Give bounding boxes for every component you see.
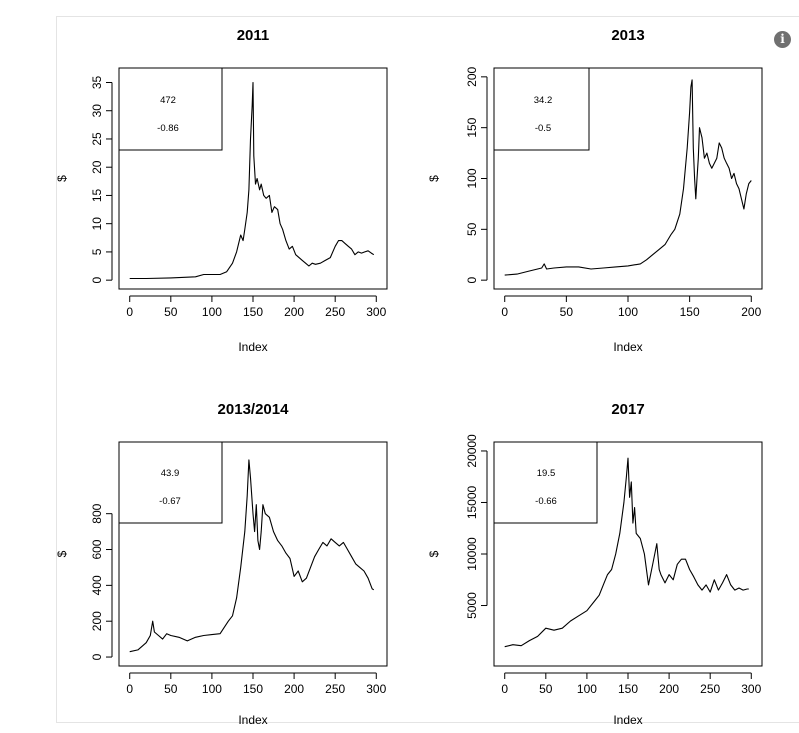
panel-4-x-label: Index xyxy=(613,713,642,727)
panel-2-x-tick-label: 150 xyxy=(680,305,700,319)
panel-3-y-label: $ xyxy=(55,550,69,557)
panel-3-x-tick-label: 150 xyxy=(243,682,263,696)
panel-1-y-tick-label: 5 xyxy=(90,248,104,255)
panel-4-legend-item: 19.5 xyxy=(537,468,556,479)
panel-1-x-tick-label: 0 xyxy=(126,305,133,319)
panel-3-legend-item: -0.67 xyxy=(159,496,181,507)
panel-1-x-tick-label: 200 xyxy=(284,305,304,319)
panel-1-series-line xyxy=(129,81,375,280)
panel-4-legend-item: -0.66 xyxy=(535,496,557,507)
panel-2-y-tick-label: 0 xyxy=(465,277,479,284)
panel-1-y-tick-label: 0 xyxy=(90,277,104,284)
panel-1-legend-item: 472 xyxy=(160,95,176,106)
panel-3-x-tick-label: 300 xyxy=(366,682,386,696)
panel-2-y-tick-label: 200 xyxy=(465,67,479,87)
panel-4-x-tick-label: 100 xyxy=(577,682,597,696)
panel-1-y-tick-label: 35 xyxy=(90,75,104,89)
panel-2-legend-item: -0.5 xyxy=(535,123,551,134)
panel-2-x-tick-label: 100 xyxy=(618,305,638,319)
panel-1-y-tick-label: 30 xyxy=(90,104,104,118)
panel-3-plot-box xyxy=(118,441,388,667)
panel-3-x-tick-label: 0 xyxy=(126,682,133,696)
panel-1-y-tick-label: 25 xyxy=(90,132,104,146)
panel-1-title: 2011 xyxy=(237,27,270,44)
panel-4-plot-box xyxy=(493,441,763,667)
panel-1-x-label: Index xyxy=(238,340,267,354)
panel-1-x-tick-label: 50 xyxy=(164,305,178,319)
panel-3-x-tick-label: 250 xyxy=(325,682,345,696)
panel-3-x-label: Index xyxy=(238,713,267,727)
panel-1-plot-box xyxy=(118,67,388,290)
panel-3-x-tick-label: 50 xyxy=(164,682,178,696)
panel-4-y-tick-label: 5000 xyxy=(465,592,479,619)
panel-4-y-tick-label: 10000 xyxy=(465,537,479,571)
panel-1-y-tick-label: 20 xyxy=(90,160,104,174)
panel-3-y-tick-label: 0 xyxy=(90,653,104,660)
panel-3-y-tick-label: 400 xyxy=(90,575,104,595)
panel-2-y-tick-label: 50 xyxy=(465,222,479,236)
panel-2-series-line xyxy=(504,79,752,276)
panel-4-legend-box xyxy=(493,441,598,524)
panel-3-legend-item: 43.9 xyxy=(161,468,180,479)
panel-4-x-tick-label: 200 xyxy=(659,682,679,696)
panel-1-y-label: $ xyxy=(55,175,69,182)
panel-4-x-tick-label: 300 xyxy=(741,682,761,696)
panel-3-series-line xyxy=(129,459,375,653)
panel-3-title: 2013/2014 xyxy=(218,401,290,418)
panel-2-x-tick-label: 200 xyxy=(741,305,761,319)
panel-3-x-tick-label: 100 xyxy=(202,682,222,696)
panel-1-x-tick-label: 250 xyxy=(325,305,345,319)
panel-1-legend-item: -0.86 xyxy=(157,123,179,134)
panel-1-y-tick-label: 10 xyxy=(90,217,104,231)
panel-2-plot-box xyxy=(493,67,763,290)
panel-4-title: 2017 xyxy=(611,401,644,418)
panel-1-x-tick-label: 300 xyxy=(366,305,386,319)
panel-4-x-tick-label: 150 xyxy=(618,682,638,696)
panel-3-y-tick-label: 200 xyxy=(90,611,104,631)
panel-2-x-tick-label: 50 xyxy=(560,305,574,319)
panel-4-x-tick-label: 250 xyxy=(700,682,720,696)
panel-4-series-line xyxy=(504,457,749,648)
panel-2-legend-item: 34.2 xyxy=(534,95,553,106)
panel-3-y-tick-label: 600 xyxy=(90,539,104,559)
panel-3-y-tick-label: 800 xyxy=(90,503,104,523)
panel-2-y-tick-label: 100 xyxy=(465,168,479,188)
panel-2-title: 2013 xyxy=(611,27,644,44)
panel-2-y-label: $ xyxy=(427,175,441,182)
info-icon[interactable]: i xyxy=(774,31,791,48)
panel-2-x-label: Index xyxy=(613,340,642,354)
panel-4-y-label: $ xyxy=(427,550,441,557)
panel-4-x-tick-label: 50 xyxy=(539,682,553,696)
panel-4-x-tick-label: 0 xyxy=(501,682,508,696)
panel-1-x-tick-label: 100 xyxy=(202,305,222,319)
panel-1-legend-box xyxy=(118,67,223,151)
panel-1-y-tick-label: 15 xyxy=(90,188,104,202)
panel-2-legend-box xyxy=(493,67,590,151)
panel-4-y-tick-label: 20000 xyxy=(465,434,479,468)
panel-2-y-tick-label: 150 xyxy=(465,117,479,137)
panel-3-legend-box xyxy=(118,441,223,524)
panel-4-y-tick-label: 15000 xyxy=(465,485,479,519)
panel-3-x-tick-label: 200 xyxy=(284,682,304,696)
panel-2-x-tick-label: 0 xyxy=(501,305,508,319)
panel-1-x-tick-label: 150 xyxy=(243,305,263,319)
